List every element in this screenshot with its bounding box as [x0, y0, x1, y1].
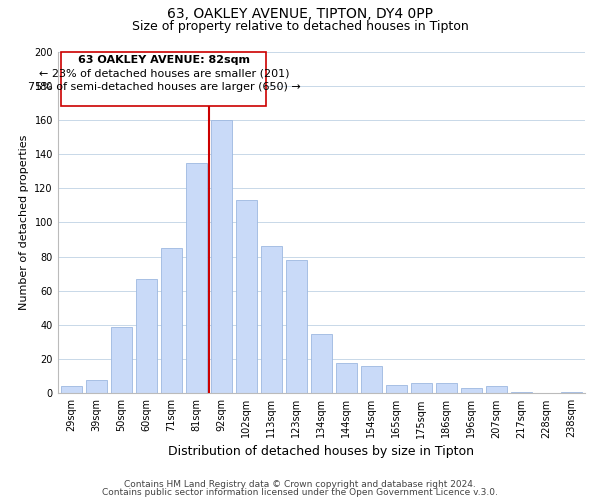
- Bar: [386, 385, 407, 394]
- Text: 63, OAKLEY AVENUE, TIPTON, DY4 0PP: 63, OAKLEY AVENUE, TIPTON, DY4 0PP: [167, 8, 433, 22]
- Bar: [436, 383, 457, 394]
- Bar: [461, 388, 482, 394]
- Bar: [311, 334, 332, 394]
- Bar: [410, 383, 432, 394]
- Bar: [111, 326, 132, 394]
- Text: Contains HM Land Registry data © Crown copyright and database right 2024.: Contains HM Land Registry data © Crown c…: [124, 480, 476, 489]
- Bar: [86, 380, 107, 394]
- Bar: [560, 392, 582, 394]
- Bar: [485, 386, 507, 394]
- Bar: [361, 366, 382, 394]
- Bar: [511, 392, 532, 394]
- X-axis label: Distribution of detached houses by size in Tipton: Distribution of detached houses by size …: [169, 444, 475, 458]
- Bar: [286, 260, 307, 394]
- Bar: [236, 200, 257, 394]
- Bar: [336, 362, 357, 394]
- Bar: [211, 120, 232, 394]
- Text: Contains public sector information licensed under the Open Government Licence v.: Contains public sector information licen…: [102, 488, 498, 497]
- Text: Size of property relative to detached houses in Tipton: Size of property relative to detached ho…: [131, 20, 469, 33]
- Bar: [161, 248, 182, 394]
- Bar: [261, 246, 282, 394]
- Bar: [186, 162, 207, 394]
- Bar: [61, 52, 266, 106]
- Text: ← 23% of detached houses are smaller (201): ← 23% of detached houses are smaller (20…: [38, 68, 289, 78]
- Bar: [61, 386, 82, 394]
- Y-axis label: Number of detached properties: Number of detached properties: [19, 134, 29, 310]
- Text: 63 OAKLEY AVENUE: 82sqm: 63 OAKLEY AVENUE: 82sqm: [78, 55, 250, 65]
- Bar: [136, 279, 157, 394]
- Text: 75% of semi-detached houses are larger (650) →: 75% of semi-detached houses are larger (…: [28, 82, 300, 92]
